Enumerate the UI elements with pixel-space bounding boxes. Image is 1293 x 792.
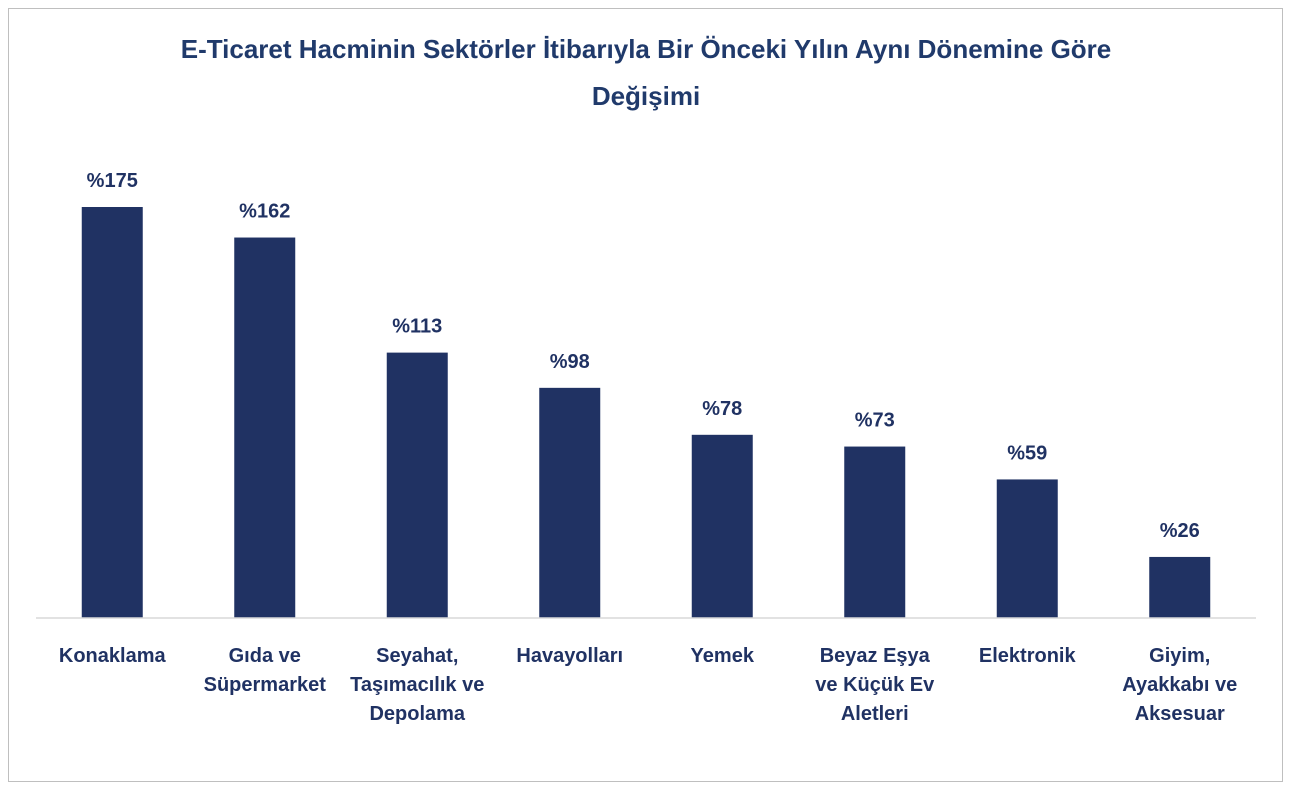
bar: [539, 387, 601, 618]
bar: [1149, 556, 1211, 618]
value-label: %175: [87, 170, 138, 192]
bar: [844, 446, 906, 618]
x-tick-label: Beyaz Eşya ve Küçük Ev Aletleri: [815, 645, 935, 725]
x-tick-label: Havayolları: [516, 645, 624, 667]
bar: [386, 352, 448, 618]
chart-title: E-Ticaret Hacminin Sektörler İtibarıyla …: [180, 34, 1112, 111]
bar: [234, 237, 296, 618]
x-tick-label: Elektronik: [978, 645, 1076, 667]
x-tick-label: Giyim, Ayakkabı ve Aksesuar: [1122, 645, 1238, 725]
bar: [81, 207, 143, 618]
value-label: %78: [702, 398, 742, 420]
value-label: %113: [392, 316, 442, 338]
x-tick-label: Gıda ve Süpermarket: [203, 645, 326, 696]
value-label: %73: [855, 410, 895, 432]
value-label: %98: [550, 351, 590, 373]
bar: [996, 479, 1058, 618]
x-tick-label: Konaklama: [58, 645, 166, 667]
x-tick-label: Yemek: [690, 645, 754, 667]
bar: [691, 434, 753, 618]
value-label: %26: [1160, 520, 1200, 542]
chart-frame: [8, 8, 1283, 782]
value-label: %59: [1007, 442, 1047, 464]
value-label: %162: [239, 201, 290, 223]
x-tick-label: Seyahat, Taşımacılık ve Depolama: [350, 645, 485, 725]
